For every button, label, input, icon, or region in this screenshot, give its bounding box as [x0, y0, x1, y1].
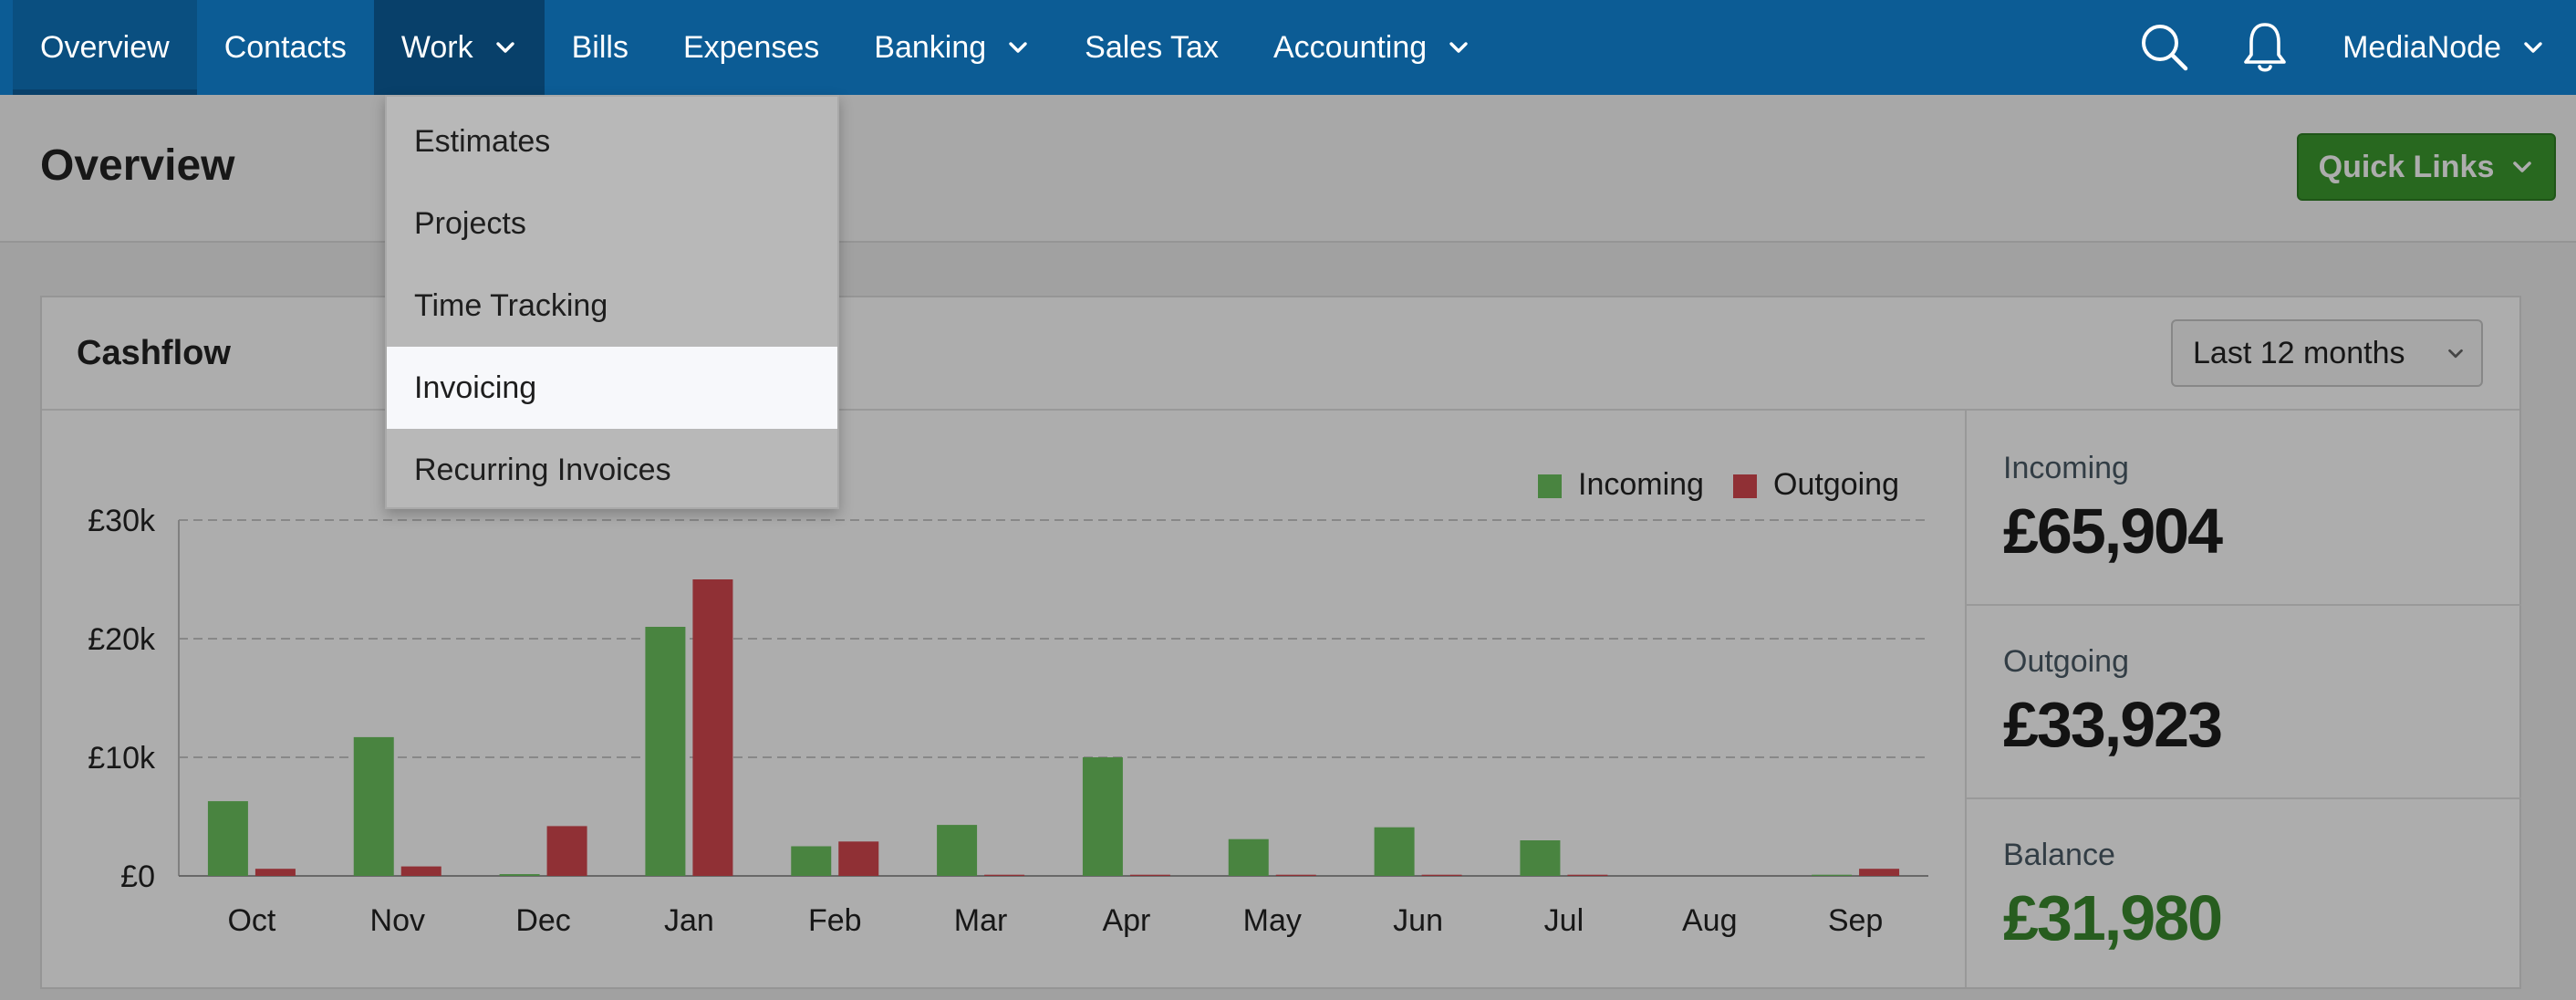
- cashflow-chart: £0 £10k £20k £30k Oct Nov Dec Jan Feb Mar Apr May Ju…: [42, 411, 1965, 989]
- bar-incoming: [499, 874, 540, 876]
- nav-work-label: Work: [400, 29, 473, 65]
- nav-sales-tax[interactable]: Sales Tax: [1057, 0, 1246, 95]
- bar-incoming: [1082, 757, 1123, 876]
- total-outgoing: Outgoing £33,923: [1967, 604, 2521, 799]
- x-tick-label: Jan: [664, 903, 714, 938]
- total-balance-label: Balance: [2003, 838, 2115, 872]
- y-tick-label: £30k: [88, 504, 156, 538]
- total-incoming-label: Incoming: [2003, 451, 2129, 485]
- nav-overview[interactable]: Overview: [13, 0, 197, 95]
- bar-outgoing: [400, 866, 441, 876]
- x-tick-label: Aug: [1682, 903, 1738, 938]
- bar-incoming: [645, 627, 686, 876]
- menu-item-invoicing[interactable]: Invoicing: [387, 347, 837, 429]
- nav-overview-label: Overview: [40, 29, 170, 65]
- account-menu[interactable]: MediaNode: [2315, 30, 2576, 66]
- bar-outgoing: [546, 826, 587, 876]
- bar-incoming: [1812, 874, 1853, 876]
- nav-work[interactable]: Work: [373, 0, 545, 95]
- range-select-value: Last 12 months: [2193, 335, 2405, 370]
- menu-item-recurring-invoices[interactable]: Recurring Invoices: [414, 452, 671, 487]
- bar-incoming: [353, 736, 394, 876]
- total-outgoing-label: Outgoing: [2003, 644, 2129, 679]
- x-tick-label: Feb: [808, 903, 862, 938]
- chevron-down-icon: [1009, 42, 1027, 53]
- bar-outgoing: [254, 869, 296, 876]
- bar-incoming: [1520, 840, 1561, 876]
- y-tick-label: £0: [120, 859, 155, 894]
- top-nav: Overview Contacts Work Bills Expenses Ba…: [0, 0, 2576, 95]
- menu-item-time-tracking[interactable]: Time Tracking: [414, 287, 608, 323]
- bar-outgoing: [692, 579, 733, 876]
- total-incoming: Incoming £65,904: [1967, 411, 2521, 606]
- x-tick-label: May: [1243, 903, 1302, 938]
- bar-outgoing: [1275, 874, 1316, 876]
- notifications-button[interactable]: [2215, 0, 2315, 95]
- x-tick-label: Nov: [370, 903, 425, 938]
- menu-item-estimates[interactable]: Estimates: [414, 123, 551, 159]
- legend-swatch-outgoing: [1733, 474, 1757, 498]
- bar-outgoing: [984, 874, 1025, 876]
- cashflow-title: Cashflow: [77, 334, 231, 372]
- cashflow-header: Cashflow Last 12 months: [42, 297, 2519, 411]
- nav-contacts[interactable]: Contacts: [197, 0, 374, 95]
- quick-links-button[interactable]: Quick Links: [2297, 133, 2556, 201]
- x-tick-label: Dec: [515, 903, 570, 938]
- y-tick-label: £10k: [88, 741, 156, 776]
- bar-incoming: [1228, 839, 1269, 876]
- bar-outgoing: [1421, 874, 1462, 876]
- menu-item-projects[interactable]: Projects: [414, 205, 526, 241]
- y-tick-label: £20k: [88, 622, 156, 657]
- quick-links-label: Quick Links: [2318, 149, 2495, 184]
- nav-accounting[interactable]: Accounting: [1246, 0, 1498, 95]
- nav-contacts-label: Contacts: [223, 29, 347, 65]
- bar-incoming: [207, 801, 248, 876]
- bar-incoming: [1374, 827, 1415, 876]
- bell-icon: [2244, 23, 2286, 72]
- chevron-down-icon: [495, 42, 514, 53]
- page-title: Overview: [40, 141, 235, 190]
- x-tick-label: Apr: [1102, 903, 1150, 938]
- nav-sales-tax-label: Sales Tax: [1085, 29, 1219, 65]
- chevron-down-icon: [2448, 349, 2463, 359]
- bar-outgoing: [1859, 869, 1900, 876]
- bar-outgoing: [838, 841, 879, 876]
- total-outgoing-value: £33,923: [2003, 689, 2223, 760]
- total-balance-value: £31,980: [2003, 882, 2223, 953]
- chevron-down-icon: [1449, 42, 1468, 53]
- work-dropdown-menu: Estimates Projects Time Tracking Invoici…: [385, 95, 839, 509]
- x-tick-label: Oct: [227, 903, 275, 938]
- legend-swatch-incoming: [1538, 474, 1562, 498]
- chevron-down-icon: [2524, 42, 2542, 53]
- nav-banking-label: Banking: [874, 29, 987, 65]
- bar-incoming: [937, 825, 978, 876]
- bar-outgoing: [1567, 874, 1608, 876]
- nav-accounting-label: Accounting: [1272, 29, 1428, 65]
- legend-label-outgoing: Outgoing: [1773, 467, 1899, 502]
- range-select[interactable]: Last 12 months: [2171, 319, 2483, 387]
- cashflow-chart-svg: £0 £10k £20k £30k Oct Nov Dec Jan Feb Mar Apr May Ju…: [88, 467, 1928, 938]
- nav-expenses-label: Expenses: [682, 29, 820, 65]
- legend-label-incoming: Incoming: [1578, 467, 1704, 502]
- account-name: MediaNode: [2342, 29, 2501, 65]
- x-tick-label: Jul: [1544, 903, 1584, 938]
- x-tick-label: Mar: [954, 903, 1008, 938]
- bar-incoming: [791, 846, 832, 876]
- total-balance: Balance £31,980: [1967, 797, 2521, 991]
- nav-expenses[interactable]: Expenses: [656, 0, 847, 95]
- chevron-down-icon: [2513, 161, 2532, 172]
- nav-bills-label: Bills: [571, 29, 628, 65]
- search-button[interactable]: [2114, 0, 2215, 95]
- total-incoming-value: £65,904: [2003, 495, 2223, 567]
- nav-right: MediaNode: [2114, 0, 2576, 95]
- bar-outgoing: [1129, 874, 1170, 876]
- x-tick-label: Sep: [1828, 903, 1884, 938]
- nav-bills[interactable]: Bills: [545, 0, 656, 95]
- search-icon: [2142, 25, 2188, 71]
- nav-banking[interactable]: Banking: [847, 0, 1057, 95]
- cashflow-totals: Incoming £65,904 Outgoing £33,923 Balanc…: [1965, 411, 2521, 987]
- x-tick-label: Jun: [1393, 903, 1443, 938]
